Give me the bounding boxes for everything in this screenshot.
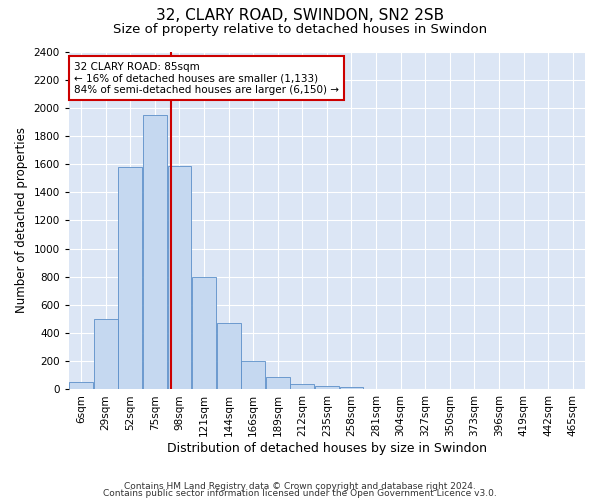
Bar: [266, 377, 290, 390]
Bar: [340, 386, 364, 390]
Bar: [143, 115, 167, 390]
Bar: [315, 386, 339, 390]
Text: Contains HM Land Registry data © Crown copyright and database right 2024.: Contains HM Land Registry data © Crown c…: [124, 482, 476, 491]
Text: Size of property relative to detached houses in Swindon: Size of property relative to detached ho…: [113, 22, 487, 36]
Bar: [241, 362, 265, 390]
Bar: [69, 382, 93, 390]
Text: Contains public sector information licensed under the Open Government Licence v3: Contains public sector information licen…: [103, 490, 497, 498]
Bar: [118, 167, 142, 390]
Bar: [192, 277, 216, 390]
Bar: [217, 324, 241, 390]
Text: 32, CLARY ROAD, SWINDON, SN2 2SB: 32, CLARY ROAD, SWINDON, SN2 2SB: [156, 8, 444, 22]
Bar: [167, 166, 191, 390]
Text: 32 CLARY ROAD: 85sqm
← 16% of detached houses are smaller (1,133)
84% of semi-de: 32 CLARY ROAD: 85sqm ← 16% of detached h…: [74, 62, 339, 95]
Bar: [290, 384, 314, 390]
Bar: [94, 319, 118, 390]
Y-axis label: Number of detached properties: Number of detached properties: [15, 128, 28, 314]
X-axis label: Distribution of detached houses by size in Swindon: Distribution of detached houses by size …: [167, 442, 487, 455]
